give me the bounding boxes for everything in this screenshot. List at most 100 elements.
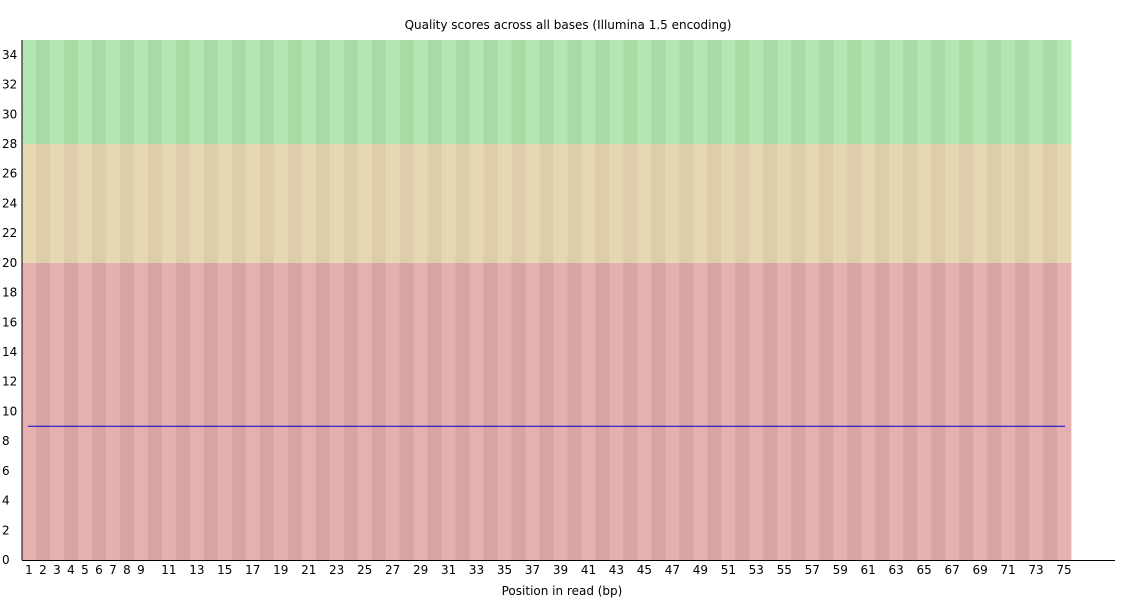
x-tick-label: 2 xyxy=(39,563,47,577)
band-good-cell xyxy=(833,40,848,144)
band-good-cell xyxy=(665,40,680,144)
y-tick-label: 26 xyxy=(2,167,17,181)
band-good-cell xyxy=(819,40,834,144)
band-good-cell xyxy=(133,40,149,144)
x-tick-label: 59 xyxy=(833,563,848,577)
band-good-cell xyxy=(175,40,191,144)
x-tick-label: 8 xyxy=(123,563,131,577)
band-reasonable-cell xyxy=(357,144,373,263)
band-good-cell xyxy=(203,40,219,144)
x-tick-label: 13 xyxy=(189,563,204,577)
chart-title: Quality scores across all bases (Illumin… xyxy=(405,18,732,32)
band-good-cell xyxy=(105,40,121,144)
band-good-cell xyxy=(973,40,988,144)
x-tick-label: 41 xyxy=(581,563,596,577)
band-good-cell xyxy=(637,40,652,144)
band-good-cell xyxy=(875,40,890,144)
band-reasonable-cell xyxy=(945,144,960,263)
band-poor-cell xyxy=(861,262,876,560)
band-reasonable-cell xyxy=(371,144,387,263)
band-poor-cell xyxy=(931,262,946,560)
band-reasonable-cell xyxy=(665,144,680,263)
x-tick-labels: 1 2 3 4 5 6 7 8 9 11 13 15 17 19 21 23 25 27 29 31 33 35 37 39 4… xyxy=(25,563,1071,577)
band-reasonable-cell xyxy=(497,144,512,263)
x-axis-label: Position in read (bp) xyxy=(502,584,623,598)
x-tick-label: 19 xyxy=(273,563,288,577)
x-tick-label: 75 xyxy=(1056,563,1071,577)
band-reasonable-cell xyxy=(931,144,946,263)
y-tick-label: 2 xyxy=(2,523,10,537)
band-good-cell xyxy=(63,40,79,144)
band-poor-cell xyxy=(357,262,373,560)
band-reasonable-cell xyxy=(875,144,890,263)
band-good-cell xyxy=(609,40,624,144)
band-reasonable-cell xyxy=(49,144,65,263)
band-good-cell xyxy=(1015,40,1030,144)
band-reasonable-cell xyxy=(903,144,918,263)
band-good-cell xyxy=(301,40,317,144)
band-good-cell xyxy=(35,40,51,144)
band-good-cell xyxy=(161,40,177,144)
band-poor-cell xyxy=(35,262,51,560)
band-good-cell xyxy=(371,40,387,144)
band-reasonable-cell xyxy=(693,144,708,263)
x-tick-label: 31 xyxy=(441,563,456,577)
x-tick-label: 11 xyxy=(161,563,176,577)
band-good-cell xyxy=(49,40,65,144)
band-reasonable-cell xyxy=(595,144,610,263)
band-reasonable-cell xyxy=(889,144,904,263)
x-tick-label: 27 xyxy=(385,563,400,577)
band-poor-cell xyxy=(105,262,121,560)
band-poor-cell xyxy=(889,262,904,560)
band-poor-cell xyxy=(245,262,261,560)
band-good-cell xyxy=(1029,40,1044,144)
band-reasonable-cell xyxy=(721,144,736,263)
x-tick-label: 5 xyxy=(81,563,89,577)
band-good-cell xyxy=(329,40,345,144)
band-good-cell xyxy=(343,40,359,144)
band-good-cell xyxy=(273,40,289,144)
band-poor-cell xyxy=(959,262,974,560)
band-reasonable-cell xyxy=(749,144,764,263)
band-good-cell xyxy=(945,40,960,144)
y-tick-label: 16 xyxy=(2,315,17,329)
band-reasonable-cell xyxy=(427,144,442,263)
band-good-cell xyxy=(861,40,876,144)
x-tick-label: 49 xyxy=(693,563,708,577)
band-poor-cell xyxy=(693,262,708,560)
band-good-cell xyxy=(77,40,93,144)
band-reasonable-cell xyxy=(77,144,93,263)
band-good-cell xyxy=(469,40,484,144)
x-tick-label: 29 xyxy=(413,563,428,577)
band-good-cell xyxy=(903,40,918,144)
band-good-cell xyxy=(595,40,610,144)
band-poor-cell xyxy=(273,262,289,560)
band-good-cell xyxy=(357,40,373,144)
band-poor-cell xyxy=(805,262,820,560)
band-poor-cell xyxy=(469,262,484,560)
band-poor-cell xyxy=(427,262,442,560)
band-poor-cell xyxy=(343,262,359,560)
x-tick-label: 71 xyxy=(1000,563,1015,577)
band-poor-cell xyxy=(301,262,317,560)
band-reasonable-cell xyxy=(525,144,540,263)
band-poor-cell xyxy=(91,262,107,560)
x-tick-label: 25 xyxy=(357,563,372,577)
band-good-cell xyxy=(245,40,261,144)
band-reasonable-cell xyxy=(203,144,219,263)
x-tick-label: 4 xyxy=(67,563,75,577)
band-reasonable-cell xyxy=(217,144,233,263)
band-reasonable-cell xyxy=(511,144,526,263)
band-reasonable-cell xyxy=(1015,144,1030,263)
band-good-cell xyxy=(707,40,722,144)
x-tick-label: 39 xyxy=(553,563,568,577)
band-good-cell xyxy=(931,40,946,144)
band-good-cell xyxy=(147,40,163,144)
band-poor-cell xyxy=(1015,262,1030,560)
band-poor-cell xyxy=(203,262,219,560)
band-poor-cell xyxy=(175,262,191,560)
band-good-cell xyxy=(22,40,37,144)
band-good-cell xyxy=(791,40,806,144)
band-poor-cell xyxy=(637,262,652,560)
